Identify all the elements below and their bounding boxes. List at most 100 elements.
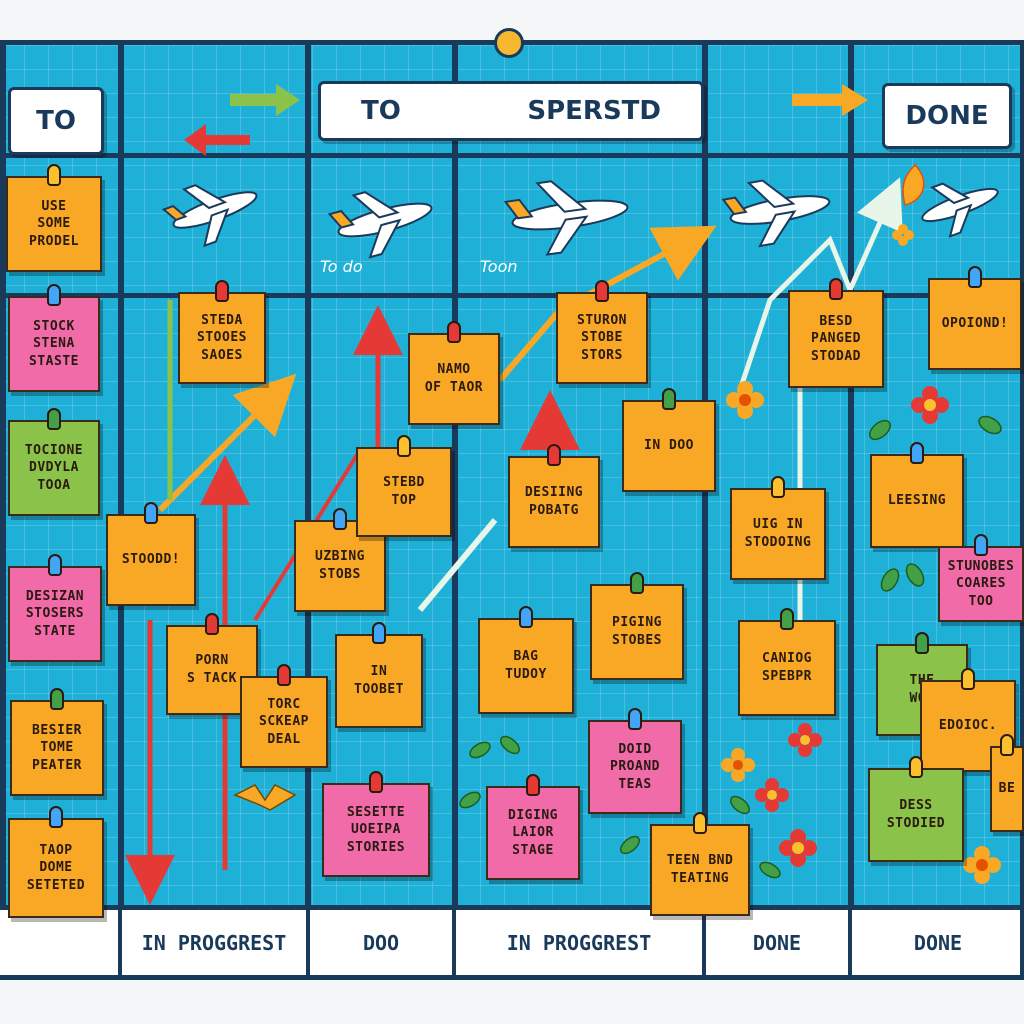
pushpin-icon <box>829 278 843 300</box>
column-divider <box>0 45 6 975</box>
sticky-note[interactable]: TOCIONE DVDYLA TOOA <box>8 408 100 516</box>
footer-label-done: DONE <box>706 910 852 975</box>
sticky-note-text: STURON STOBE STORS <box>577 312 627 363</box>
footer-label-in-progress: IN PROGGREST <box>122 910 310 975</box>
sticky-note[interactable]: UIG IN STODOING <box>730 476 826 580</box>
sticky-note-text: STUNOBES COARES TOO <box>947 558 1015 609</box>
sticky-note[interactable]: STUNOBES COARES TOO <box>938 534 1024 622</box>
sticky-note[interactable]: PORN S TACK <box>166 613 258 715</box>
pushpin-icon <box>47 164 61 186</box>
pushpin-icon <box>372 622 386 644</box>
sticky-note[interactable]: STURON STOBE STORS <box>556 280 648 384</box>
sticky-note[interactable]: BE <box>990 734 1024 832</box>
sticky-note[interactable]: STOCK STENA STASTE <box>8 284 100 392</box>
sticky-note[interactable]: PIGING STOBES <box>590 572 684 680</box>
sticky-note[interactable]: OPOIOND! <box>928 266 1022 370</box>
sticky-note[interactable]: USE SOME PRODEL <box>6 164 102 272</box>
pushpin-icon <box>333 508 347 530</box>
sticky-note-text: PIGING STOBES <box>612 615 662 648</box>
sticky-note-text: PORN S TACK <box>187 653 237 686</box>
sticky-note-text: STOODD! <box>121 552 181 568</box>
sticky-note[interactable]: STOODD! <box>106 502 196 606</box>
sticky-note-text: DESIZAN STOSERS STATE <box>25 588 85 639</box>
pushpin-icon <box>47 408 61 430</box>
pushpin-icon <box>771 476 785 498</box>
column-divider <box>118 45 124 975</box>
column-header-to[interactable]: TO <box>8 87 104 155</box>
pushpin-icon <box>277 664 291 686</box>
sticky-note[interactable]: BAG TUDOY <box>478 606 574 714</box>
sticky-note-text: BAG TUDOY <box>505 649 547 682</box>
sticky-note[interactable]: BESD PANGED STODAD <box>788 278 884 388</box>
pushpin-icon <box>519 606 533 628</box>
column-divider <box>702 45 708 975</box>
sticky-note-text: CANIOG SPEBPR <box>762 651 812 684</box>
sticky-note[interactable]: LEESING <box>870 442 964 548</box>
sticky-note-text: TAOP DOME SETETED <box>26 842 86 893</box>
column-header-label: SPERSTD <box>527 96 661 126</box>
sticky-note-text: SESETTE UOEIPA STORIES <box>346 804 406 855</box>
footer-cell <box>0 910 122 975</box>
sticky-note-text: TORC SCKEAP DEAL <box>259 696 309 747</box>
sticky-note[interactable]: DOID PROAND TEAS <box>588 708 682 814</box>
pushpin-icon <box>215 280 229 302</box>
pushpin-icon <box>205 613 219 635</box>
pushpin-icon <box>961 668 975 690</box>
sticky-note-text: BESD PANGED STODAD <box>811 313 861 364</box>
sticky-note-text: STEBD TOP <box>383 475 425 508</box>
sticky-note-text: IN DOO <box>644 438 694 454</box>
column-header-done[interactable]: DONE <box>882 83 1012 149</box>
sticky-note[interactable]: DESS STODIED <box>868 756 964 862</box>
sticky-note-text: DESS STODIED <box>886 798 946 831</box>
sticky-note[interactable]: TAOP DOME SETETED <box>8 806 104 918</box>
sticky-note[interactable]: STEDA STOOES SAOES <box>178 280 266 384</box>
sticky-note-text: TEEN BND TEATING <box>666 853 734 886</box>
pushpin-icon <box>630 572 644 594</box>
sticky-note[interactable]: BESIER TOME PEATER <box>10 688 104 796</box>
pushpin-icon <box>974 534 988 556</box>
pushpin-icon <box>144 502 158 524</box>
sticky-note[interactable]: DESIZAN STOSERS STATE <box>8 554 102 662</box>
footer-label-doo: DOO <box>310 910 456 975</box>
pushpin-icon <box>49 806 63 828</box>
pushpin-icon <box>910 442 924 464</box>
sticky-note[interactable]: TORC SCKEAP DEAL <box>240 664 328 768</box>
pushpin-icon <box>780 608 794 630</box>
footer-label-in-progress: IN PROGGREST <box>456 910 706 975</box>
column-divider <box>452 45 458 975</box>
sticky-note[interactable]: IN DOO <box>622 388 716 492</box>
sticky-note[interactable]: IN TOOBET <box>335 622 423 728</box>
sticky-note-text: TOCIONE DVDYLA TOOA <box>24 442 84 493</box>
pushpin-icon <box>662 388 676 410</box>
sticky-note[interactable]: CANIOG SPEBPR <box>738 608 836 716</box>
column-header-label: TO <box>361 96 401 126</box>
pushpin-icon <box>494 28 524 58</box>
sticky-note[interactable]: DIGING LAIOR STAGE <box>486 774 580 880</box>
footer-label-done: DONE <box>913 930 963 955</box>
pushpin-icon <box>595 280 609 302</box>
pushpin-icon <box>693 812 707 834</box>
pushpin-icon <box>628 708 642 730</box>
sticky-note[interactable]: TEEN BND TEATING <box>650 812 750 916</box>
sticky-note-text: USE SOME PRODEL <box>29 198 79 249</box>
pushpin-icon <box>369 771 383 793</box>
pushpin-icon <box>968 266 982 288</box>
sticky-note-text: UIG IN STODOING <box>744 517 812 550</box>
column-header-label: TO <box>36 106 76 136</box>
sticky-note[interactable]: SESETTE UOEIPA STORIES <box>322 771 430 877</box>
column-header-main[interactable]: TO SPERSTD <box>318 81 704 141</box>
sticky-note-text: LEESING <box>887 493 947 509</box>
sticky-note-text: OPOIOND! <box>941 316 1009 332</box>
pushpin-icon <box>526 774 540 796</box>
sticky-note[interactable]: STEBD TOP <box>356 435 452 537</box>
sticky-note[interactable]: NAMO OF TAOR <box>408 321 500 425</box>
sticky-note-text: NAMO OF TAOR <box>424 362 484 395</box>
pushpin-icon <box>50 688 64 710</box>
sticky-note[interactable]: DESIING POBATG <box>508 444 600 548</box>
pushpin-icon <box>915 632 929 654</box>
sticky-note-text: DESIING POBATG <box>524 485 584 518</box>
pushpin-icon <box>397 435 411 457</box>
sticky-note-text: STEDA STOOES SAOES <box>197 312 247 363</box>
sticky-note-text: DOID PROAND TEAS <box>610 741 660 792</box>
pushpin-icon <box>47 284 61 306</box>
